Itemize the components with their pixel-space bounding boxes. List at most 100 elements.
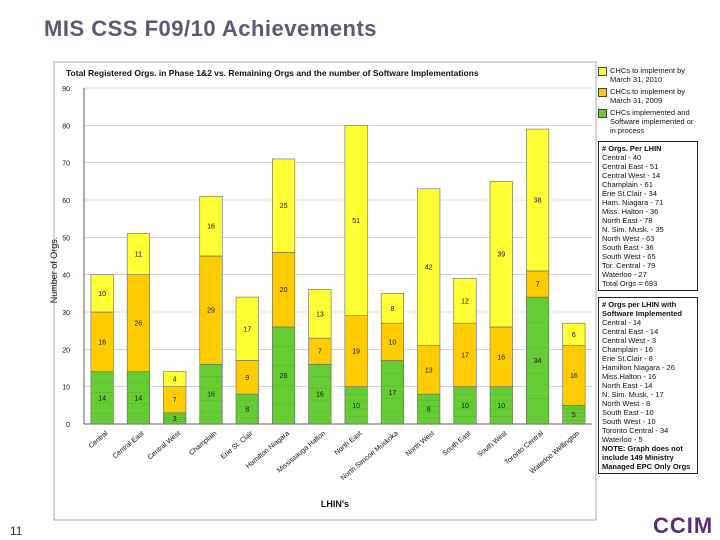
bar-segment — [380, 293, 404, 324]
orgs-implemented-item: Miss.Halton - 16 — [602, 372, 657, 381]
data-label: 7 — [318, 349, 322, 356]
data-label: 9 — [245, 375, 249, 382]
orgs-per-lhin-item: South West - 65 — [602, 252, 656, 261]
data-label: 8 — [390, 306, 394, 313]
orgs-implemented-note: NOTE: Graph does not include 149 Ministr… — [602, 444, 691, 471]
data-label: 10 — [352, 403, 360, 410]
data-label: 42 — [425, 265, 433, 272]
bar-segment — [126, 233, 150, 275]
data-label: 39 — [497, 252, 505, 259]
y-tick-label: 60 — [62, 198, 70, 205]
bar-segment — [489, 181, 513, 328]
orgs-per-lhin-item: North West - 63 — [602, 234, 655, 243]
data-label: 16 — [207, 392, 215, 399]
bar-segment — [272, 158, 296, 253]
orgs-per-lhin-item: Central West - 14 — [602, 171, 661, 180]
orgs-per-lhin-total: Total Orgs = 693 — [602, 279, 658, 288]
data-label: 14 — [135, 395, 143, 402]
y-tick-label: 80 — [62, 123, 70, 130]
legend-label-implemented: CHCs implemented and Software implemente… — [610, 108, 694, 135]
orgs-per-lhin-item: Erie St.Clair - 34 — [602, 189, 658, 198]
orgs-implemented-item: Champlain - 16 — [602, 345, 653, 354]
data-label: 3 — [173, 416, 177, 423]
legend-swatch-2010 — [598, 67, 607, 76]
x-axis-title: LHIN's — [321, 499, 349, 509]
slide-title: MIS CSS F09/10 Achievements — [44, 16, 378, 41]
legend-label-2009: CHCs to implement by March 31, 2009 — [610, 87, 686, 105]
data-label: 6 — [572, 332, 576, 339]
ccim-logo: CCIM — [653, 513, 714, 538]
bar-segment — [235, 296, 259, 361]
orgs-implemented-item: North West - 8 — [602, 399, 651, 408]
orgs-per-lhin-box: # Orgs. Per LHIN Central - 40 Central Ea… — [598, 141, 698, 291]
data-label: 16 — [207, 224, 215, 231]
y-tick-label: 70 — [62, 161, 70, 168]
y-tick-label: 50 — [62, 235, 70, 242]
orgs-implemented-item: South West - 10 — [602, 417, 656, 426]
orgs-per-lhin-item: Central East - 51 — [602, 162, 659, 171]
data-label: 51 — [352, 218, 360, 225]
data-label: 25 — [280, 203, 288, 210]
data-label: 10 — [461, 403, 469, 410]
data-label: 12 — [461, 298, 469, 305]
orgs-per-lhin-item: Miss. Halton - 36 — [602, 207, 659, 216]
data-label: 17 — [389, 390, 397, 397]
data-label: 13 — [316, 311, 324, 318]
data-label: 13 — [425, 367, 433, 374]
data-label: 16 — [570, 373, 578, 380]
bar-segment — [417, 188, 441, 346]
data-label: 14 — [98, 395, 106, 402]
data-label: 38 — [534, 198, 542, 205]
orgs-per-lhin-item: Champlain - 61 — [602, 180, 653, 189]
data-label: 4 — [173, 377, 177, 384]
data-label: 5 — [572, 412, 576, 419]
orgs-implemented-title: # Orgs per LHIN with Software Implemente… — [602, 300, 683, 318]
data-labels: 14 16 10 14 26 11 3 7 4 16 29 16 8 9 17 26 20 25 16 7 13 10 19… — [98, 198, 578, 423]
orgs-implemented-item: North East - 14 — [602, 381, 653, 390]
orgs-per-lhin-item: N. Sim. Musk. - 35 — [602, 225, 664, 234]
data-label: 20 — [280, 287, 288, 294]
data-label: 26 — [135, 321, 143, 328]
orgs-per-lhin-item: Central - 40 — [602, 153, 642, 162]
data-label: 17 — [243, 326, 251, 333]
legend-item-implemented: CHCs implemented and Software implemente… — [598, 108, 698, 135]
y-axis-title: Number of Orgs. — [49, 237, 59, 304]
orgs-implemented-item: Waterloo - 5 — [602, 435, 643, 444]
data-label: 16 — [497, 354, 505, 361]
legend-swatch-implemented — [598, 109, 607, 118]
data-label: 29 — [207, 308, 215, 315]
data-label: 19 — [352, 349, 360, 356]
orgs-implemented-item: Central - 14 — [602, 318, 642, 327]
y-tick-label: 20 — [62, 347, 70, 354]
orgs-per-lhin-item: South East - 36 — [602, 243, 654, 252]
y-tick-label: 90 — [62, 86, 70, 93]
data-label: 7 — [536, 282, 540, 289]
data-label: 11 — [135, 252, 142, 259]
orgs-implemented-item: Hamilton Niagara - 26 — [602, 363, 675, 372]
y-tick-label: 0 — [66, 422, 70, 429]
legend-swatch-2009 — [598, 88, 607, 97]
data-label: 34 — [534, 358, 542, 365]
bar-segment — [163, 371, 187, 387]
bars — [90, 125, 586, 425]
orgs-per-lhin-item: North East - 78 — [602, 216, 653, 225]
y-tick-label: 30 — [62, 310, 70, 317]
page-number: 11 — [10, 524, 23, 538]
y-tick-label: 10 — [62, 385, 70, 392]
data-label: 7 — [173, 397, 177, 404]
orgs-per-lhin-item: Ham. Niagara - 71 — [602, 198, 664, 207]
legend-label-2010: CHCs to implement by March 31, 2010 — [610, 66, 686, 84]
orgs-per-lhin-item: Tor. Central - 79 — [602, 261, 656, 270]
data-label: 10 — [98, 291, 106, 298]
bar-segment — [90, 274, 114, 313]
legend-panel: CHCs to implement by March 31, 2010 CHCs… — [598, 66, 698, 474]
orgs-implemented-item: Toronto Central - 34 — [602, 426, 669, 435]
data-label: 10 — [389, 339, 397, 346]
orgs-implemented-item: South East - 10 — [602, 408, 654, 417]
bar-segment — [308, 289, 332, 339]
orgs-implemented-item: Erie St.Clair - 8 — [602, 354, 653, 363]
data-label: 8 — [427, 407, 431, 414]
orgs-implemented-item: Central West - 3 — [602, 336, 657, 345]
orgs-per-lhin-title: # Orgs. Per LHIN — [602, 144, 662, 153]
